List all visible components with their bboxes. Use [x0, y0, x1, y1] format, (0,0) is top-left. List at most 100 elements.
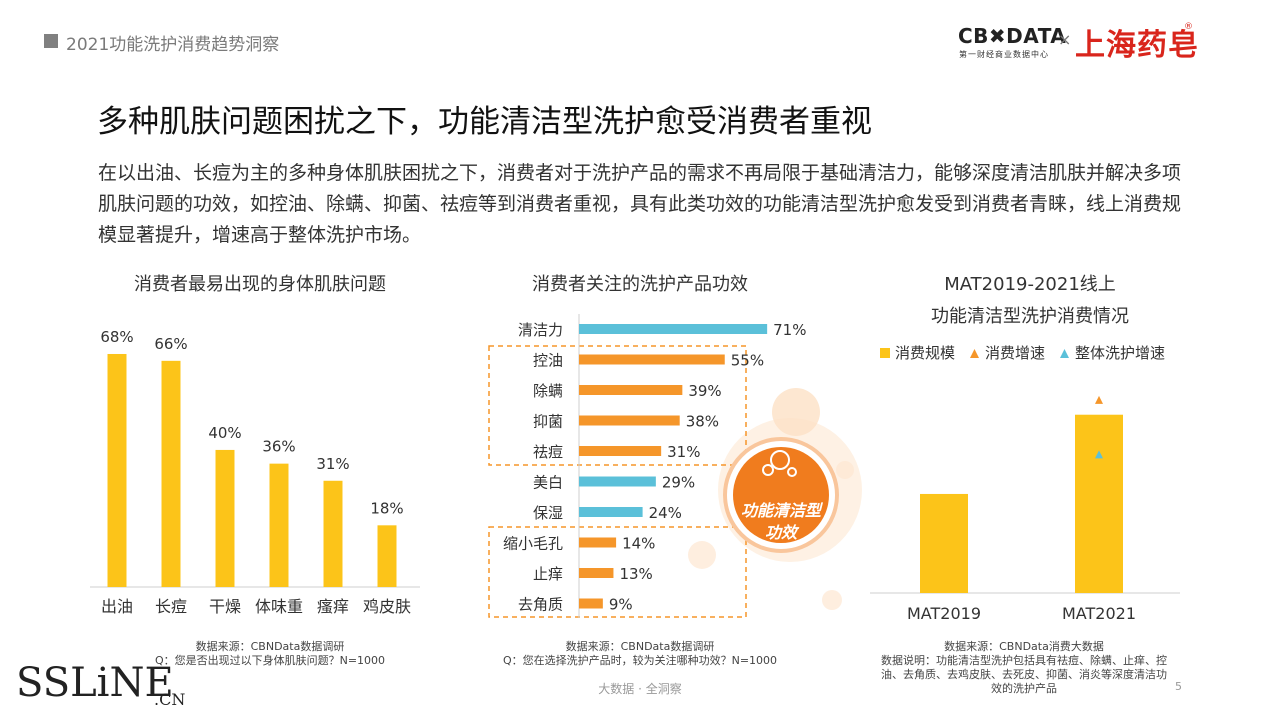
chart2-svg: 清洁力 71% 控油 55% 除螨 39% 抑菌 38% 祛痘 31% 美白 29% 保湿 24% 缩小毛孔…	[488, 314, 862, 618]
chart2-bar	[579, 354, 725, 365]
chart1-category-label: 鸡皮肤	[363, 597, 411, 616]
chart2-data-label: 55%	[731, 352, 764, 370]
chart2-data-label: 39%	[688, 382, 721, 400]
chart1-svg: 68% 出油 66% 长痘 40% 干燥 36% 体味重 31% 瘙痒 18% 鸡皮肤	[90, 328, 420, 616]
deco-bubble-circle	[688, 541, 716, 569]
chart3-title-line2: 功能清洁型洗护消费情况	[931, 306, 1129, 327]
badge-text-line2: 功效	[765, 523, 800, 542]
chart2-category-label: 止痒	[533, 565, 563, 583]
chart1-question: Q：您是否出现过以下身体肌肤问题？N=1000	[154, 654, 386, 667]
chart2-category-label: 抑菌	[533, 413, 563, 431]
chart2-category-label: 祛痘	[533, 443, 563, 461]
legend-label: 整体洗护增速	[1075, 344, 1165, 362]
cbndata-logo-subtitle: 第一财经商业数据中心	[959, 50, 1049, 59]
chart2-marks: 清洁力 71% 控油 55% 除螨 39% 抑菌 38% 祛痘 31% 美白 29% 保湿 24% 缩小毛孔…	[503, 314, 806, 618]
chart1-bar	[107, 353, 127, 587]
deco-bubble-circle	[822, 590, 842, 610]
chart3-bar	[1075, 414, 1123, 593]
logo-cross: ×	[1058, 30, 1072, 49]
chart3-note-line3: 效的洗护产品	[991, 682, 1057, 695]
chart2-data-label: 24%	[649, 504, 682, 522]
chart3-bar	[920, 493, 968, 593]
chart1-bar	[215, 449, 235, 587]
chart3-note-line2: 油、去角质、去鸡皮肤、去死皮、抑菌、消炎等深度清洁功	[881, 668, 1167, 681]
chart2-data-label: 29%	[662, 474, 695, 492]
chart1-data-label: 40%	[208, 424, 241, 442]
registered-mark: ®	[1184, 22, 1193, 32]
legend-swatch	[880, 348, 890, 358]
chart3-note-line1: 数据说明：功能清洁型洗护包括具有祛痘、除螨、止痒、控	[881, 654, 1167, 667]
legend-label: 消费规模	[895, 344, 955, 362]
chart1-category-label: 瘙痒	[317, 597, 349, 616]
chart2-category-label: 清洁力	[518, 321, 563, 339]
chart2-category-label: 去角质	[518, 596, 563, 614]
bubbles-icon	[770, 450, 790, 470]
chart3-marker	[1095, 395, 1103, 404]
footer-text: 大数据 · 全洞察	[598, 682, 682, 696]
chart2-bar	[579, 415, 680, 426]
chart1-data-label: 66%	[154, 335, 187, 353]
chart2-bar	[579, 324, 768, 334]
chart3-category-label: MAT2019	[907, 604, 981, 623]
chart2-bar	[579, 476, 656, 487]
highlight-box-top	[488, 345, 747, 466]
chart1-category-label: 长痘	[155, 597, 187, 616]
chart2-source: 数据来源：CBNData数据调研	[565, 640, 715, 653]
chart2-bar	[579, 446, 662, 456]
chart2-category-label: 控油	[533, 352, 563, 370]
highlight-box-bottom	[488, 526, 747, 618]
chart1-title: 消费者最易出现的身体肌肤问题	[134, 274, 386, 295]
bubbles-icon	[787, 467, 797, 477]
chart1-data-label: 18%	[370, 499, 403, 517]
chart2-question: Q：您在选择洗护产品时，较为关注哪种功效？N=1000	[502, 654, 778, 667]
legend-triangle-icon	[1060, 349, 1069, 358]
slide-title: 多种肌肤问题困扰之下，功能清洁型洗护愈受消费者重视	[97, 104, 872, 140]
chart3-svg: 消费规模 消费增速 整体洗护增速 MAT2019 MAT2021	[870, 344, 1180, 623]
legend-triangle-icon	[970, 349, 979, 358]
chart2-title: 消费者关注的洗护产品功效	[532, 274, 748, 295]
chart1-category-label: 体味重	[255, 597, 303, 616]
chart2-bar	[579, 598, 603, 609]
chart2-data-label: 14%	[622, 535, 655, 553]
chart1-data-label: 31%	[316, 455, 349, 473]
bubbles-icon	[762, 464, 774, 476]
page-number: 5	[1175, 680, 1182, 693]
chart1-marks: 68% 出油 66% 长痘 40% 干燥 36% 体味重 31% 瘙痒 18% 鸡皮肤	[90, 328, 420, 616]
deco-bubble-circle	[836, 461, 854, 479]
chart2-data-label: 13%	[619, 565, 652, 583]
report-title: 2021功能洗护消费趋势洞察	[66, 35, 280, 55]
deco-bubble-circle	[772, 388, 820, 436]
chart2-data-label: 9%	[609, 596, 633, 614]
badge-disc	[733, 447, 829, 543]
chart3-marks: 消费规模 消费增速 整体洗护增速 MAT2019 MAT2021	[870, 344, 1180, 623]
chart3-category-label: MAT2021	[1062, 604, 1136, 623]
header-square-icon	[44, 34, 58, 48]
chart2-category-label: 美白	[533, 474, 563, 492]
partner-logo: 上海药皂	[1075, 28, 1199, 63]
chart1-category-label: 出油	[101, 597, 133, 616]
cbndata-logo: CB✖DATA	[958, 24, 1067, 48]
legend-label: 消费增速	[985, 344, 1045, 362]
chart1-data-label: 68%	[100, 328, 133, 346]
chart2-bar	[579, 537, 617, 548]
chart1-bar	[161, 360, 181, 587]
chart1-bar	[269, 463, 289, 587]
chart2-data-label: 38%	[686, 413, 719, 431]
chart2-category-label: 缩小毛孔	[503, 535, 563, 553]
watermark-suffix: .CN	[154, 690, 186, 709]
chart1-source: 数据来源：CBNData数据调研	[195, 640, 345, 653]
chart2-bar	[579, 568, 614, 578]
badge-text-line1: 功能清洁型	[741, 501, 824, 520]
chart2-data-label: 71%	[773, 321, 806, 339]
chart2-data-label: 31%	[667, 443, 700, 461]
chart1-data-label: 36%	[262, 438, 295, 456]
chart3-title-line1: MAT2019-2021线上	[944, 274, 1116, 295]
chart3-source: 数据来源：CBNData消费大数据	[944, 640, 1104, 653]
chart1-bar	[323, 480, 343, 587]
chart1-bar	[377, 525, 397, 587]
chart2-category-label: 除螨	[533, 382, 563, 400]
chart2-bar	[579, 507, 643, 517]
chart2-bar	[579, 385, 683, 395]
chart2-category-label: 保湿	[533, 504, 563, 522]
